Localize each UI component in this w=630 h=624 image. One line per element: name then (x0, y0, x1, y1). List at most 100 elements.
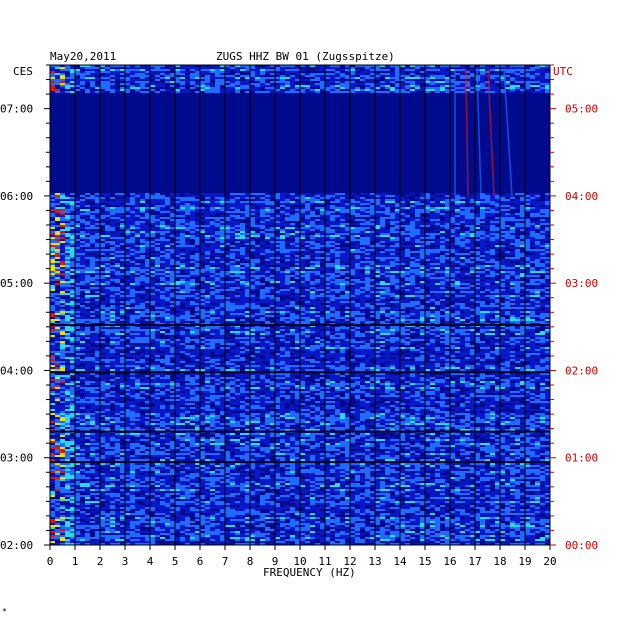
spectrogram-cell (460, 209, 465, 211)
spectrogram-cell (425, 87, 430, 89)
spectrogram-cell (300, 233, 305, 235)
spectrogram-cell (320, 247, 325, 249)
spectrogram-cell (200, 235, 205, 237)
spectrogram-cell (255, 195, 260, 197)
spectrogram-cell (220, 229, 225, 231)
spectrogram-cell (100, 267, 105, 269)
spectrogram-cell (380, 199, 385, 201)
spectrogram-cell (540, 91, 545, 93)
spectrogram-cell (405, 199, 410, 201)
spectrogram-cell (130, 207, 135, 209)
spectrogram-cell (135, 279, 140, 281)
spectrogram-cell (240, 255, 245, 257)
spectrogram-cell (55, 261, 60, 263)
spectrogram-cell (295, 231, 300, 233)
spectrogram-cell (60, 243, 65, 245)
spectrogram-cell (345, 91, 350, 93)
spectrogram-cell (140, 291, 145, 293)
spectrogram-cell (60, 291, 65, 293)
spectrogram-cell (190, 247, 195, 249)
spectrogram-cell (445, 201, 450, 203)
spectrogram-cell (545, 215, 550, 217)
spectrogram-cell (445, 251, 450, 253)
spectrogram-cell (60, 273, 65, 275)
spectrogram-cell (250, 83, 255, 85)
spectrogram-cell (450, 207, 455, 209)
spectrogram-cell (270, 245, 275, 247)
spectrogram-cell (210, 87, 215, 89)
spectrogram-cell (275, 75, 280, 77)
spectrogram-cell (410, 209, 415, 211)
spectrogram-cell (105, 287, 110, 289)
spectrogram-cell (440, 75, 445, 77)
spectrogram-cell (275, 257, 280, 259)
spectrogram-cell (390, 257, 395, 259)
spectrogram-cell (495, 193, 500, 195)
spectrogram-cell (210, 223, 215, 225)
spectrogram-cell (370, 73, 375, 75)
spectrogram-cell (125, 247, 130, 249)
spectrogram-cell (190, 199, 195, 201)
spectrogram-cell (440, 285, 445, 287)
spectrogram-cell (50, 79, 55, 81)
spectrogram-cell (525, 201, 530, 203)
spectrogram-cell (175, 215, 180, 217)
spectrogram-cell (545, 193, 550, 195)
spectrogram-cell (110, 65, 115, 67)
spectrogram-cell (230, 249, 235, 251)
spectrogram-cell (450, 227, 455, 229)
spectrogram-cell (75, 289, 80, 291)
spectrogram-cell (65, 217, 70, 219)
spectrogram-cell (385, 263, 390, 265)
spectrogram-cell (215, 65, 220, 67)
spectrogram-cell (290, 227, 295, 229)
spectrogram-cell (450, 221, 455, 223)
spectrogram-cell (440, 213, 445, 215)
spectrogram-cell (410, 233, 415, 235)
spectrogram-cell (190, 285, 195, 287)
spectrogram-cell (510, 275, 515, 277)
spectrogram-cell (515, 265, 520, 267)
spectrogram-cell (110, 203, 115, 205)
spectrogram-cell (285, 199, 290, 201)
spectrogram-cell (470, 221, 475, 223)
spectrogram-cell (285, 235, 290, 237)
spectrogram-cell (390, 253, 395, 255)
spectrogram-cell (390, 195, 395, 197)
spectrogram-cell (545, 251, 550, 253)
spectrogram-cell (80, 243, 85, 245)
spectrogram-cell (265, 67, 270, 69)
spectrogram-cell (165, 275, 170, 277)
spectrogram-cell (430, 207, 435, 209)
spectrogram-cell (90, 247, 95, 249)
spectrogram-cell (260, 199, 265, 201)
spectrogram-cell (400, 203, 405, 205)
spectrogram-cell (285, 213, 290, 215)
spectrogram-cell (200, 267, 205, 269)
spectrogram-cell (225, 71, 230, 73)
spectrogram-cell (95, 217, 100, 219)
spectrogram-cell (185, 209, 190, 211)
spectrogram-cell (145, 273, 150, 275)
spectrogram-cell (310, 281, 315, 283)
spectrogram-cell (245, 87, 250, 89)
spectrogram-cell (535, 81, 540, 83)
spectrogram-cell (455, 73, 460, 75)
spectrogram-cell (525, 255, 530, 257)
spectrogram-cell (340, 223, 345, 225)
spectrogram-cell (425, 223, 430, 225)
spectrogram-cell (400, 87, 405, 89)
spectrogram-cell (520, 217, 525, 219)
spectrogram-cell (535, 75, 540, 77)
spectrogram-cell (70, 261, 75, 263)
spectrogram-cell (250, 289, 255, 291)
spectrogram-cell (540, 87, 545, 89)
spectrogram-cell (535, 271, 540, 273)
spectrogram-cell (250, 75, 255, 77)
spectrogram-cell (65, 293, 70, 295)
spectrogram-cell (195, 243, 200, 245)
spectrogram-cell (315, 253, 320, 255)
spectrogram-cell (55, 81, 60, 83)
spectrogram-cell (470, 213, 475, 215)
spectrogram-cell (245, 65, 250, 67)
